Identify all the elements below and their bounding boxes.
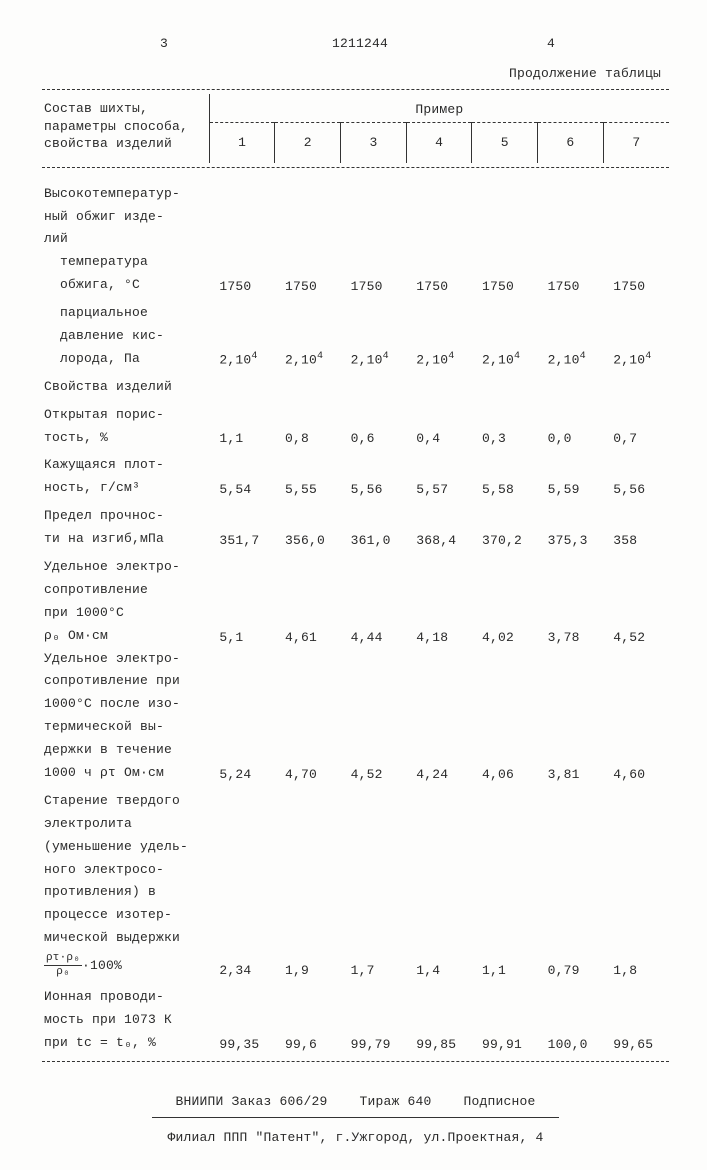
table-bottom-rule: [42, 1061, 669, 1062]
row-pressure: лорода, Па 2,104 2,104 2,104 2,104 2,104…: [42, 348, 669, 371]
row-label: сопротивление при: [42, 670, 209, 693]
row-resistivity-initial: ρ₀ Ом·см 5,1 4,61 4,44 4,18 4,02 3,78 4,…: [42, 625, 669, 648]
row-label: Кажущаяся плот-: [42, 449, 209, 477]
footer-rule: [152, 1117, 560, 1118]
header-label-l1: Состав шихты,: [44, 101, 148, 116]
table-top-rule: [42, 89, 669, 90]
col-marker-right: 4: [547, 36, 555, 51]
row-label: ного электросо-: [42, 859, 209, 882]
row-label: Предел прочнос-: [42, 500, 209, 528]
table-continuation-label: Продолжение таблицы: [42, 66, 669, 81]
fraction-icon: ρτ·ρ₀ ρ₀: [44, 953, 82, 978]
row-label: мической выдержки: [42, 927, 209, 950]
row-label: при 1000°С: [42, 602, 209, 625]
header-group: Пример: [209, 94, 669, 123]
col-6: 6: [538, 123, 604, 163]
row-label: Открытая порис-: [42, 399, 209, 427]
row-label: (уменьшение удель-: [42, 836, 209, 859]
header-label-l3: свойства изделий: [44, 136, 172, 151]
col-1: 1: [209, 123, 275, 163]
patent-number: 1211244: [332, 36, 388, 51]
row-bending-strength: ти на изгиб,мПа 351,7 356,0 361,0 368,4 …: [42, 528, 669, 551]
row-label: давление кис-: [42, 325, 209, 348]
header-bottom-rule: [42, 167, 669, 168]
col-4: 4: [406, 123, 472, 163]
row-density: ность, г/см³ 5,54 5,55 5,56 5,57 5,58 5,…: [42, 477, 669, 500]
row-label: Старение твердого: [42, 785, 209, 813]
row-ionic-conductivity: при tс = t₀, % 99,35 99,6 99,79 99,85 99…: [42, 1032, 669, 1055]
row-aging: ρτ·ρ₀ ρ₀ ·100% 2,34 1,9 1,7 1,4 1,1 0,79…: [42, 950, 669, 981]
col-2: 2: [275, 123, 341, 163]
section-properties: Свойства изделий: [42, 371, 669, 399]
row-label: Удельное электро-: [42, 648, 209, 671]
row-label: Удельное электро-: [42, 551, 209, 579]
data-table: Состав шихты, параметры способа, свойств…: [42, 94, 669, 1066]
row-label: сопротивление: [42, 579, 209, 602]
row-label: ный обжиг изде-: [42, 206, 209, 229]
col-5: 5: [472, 123, 538, 163]
header-label-cell: Состав шихты, параметры способа, свойств…: [42, 94, 209, 163]
row-label: противления) в: [42, 881, 209, 904]
col-7: 7: [603, 123, 669, 163]
row-label: мость при 1073 К: [42, 1009, 209, 1032]
section-firing: Высокотемператур-: [42, 172, 669, 206]
row-label: температура: [42, 251, 209, 274]
patent-page: 3 1211244 4 Продолжение таблицы Состав ш…: [0, 0, 707, 1170]
row-label: термической вы-: [42, 716, 209, 739]
row-porosity: тость, % 1,1 0,8 0,6 0,4 0,3 0,0 0,7: [42, 427, 669, 450]
row-label: держки в течение: [42, 739, 209, 762]
imprint-line1: ВНИИПИ Заказ 606/29 Тираж 640 Подписное: [42, 1090, 669, 1115]
row-label: Ионная проводи-: [42, 981, 209, 1009]
imprint-line2: Филиал ППП "Патент", г.Ужгород, ул.Проек…: [42, 1126, 669, 1151]
row-resistivity-aged: 1000 ч ρτ Ом·см 5,24 4,70 4,52 4,24 4,06…: [42, 762, 669, 785]
imprint-footer: ВНИИПИ Заказ 606/29 Тираж 640 Подписное …: [42, 1090, 669, 1150]
row-label: лий: [42, 228, 209, 251]
row-label: парциальное: [42, 297, 209, 325]
col-marker-left: 3: [160, 36, 168, 51]
header-label-l2: параметры способа,: [44, 119, 188, 134]
row-temperature: обжига, °С 1750 1750 1750 1750 1750 1750…: [42, 274, 669, 297]
page-number-row: 3 1211244 4: [42, 36, 669, 58]
row-label: 1000°С после изо-: [42, 693, 209, 716]
row-label: электролита: [42, 813, 209, 836]
col-3: 3: [341, 123, 407, 163]
row-label: процессе изотер-: [42, 904, 209, 927]
